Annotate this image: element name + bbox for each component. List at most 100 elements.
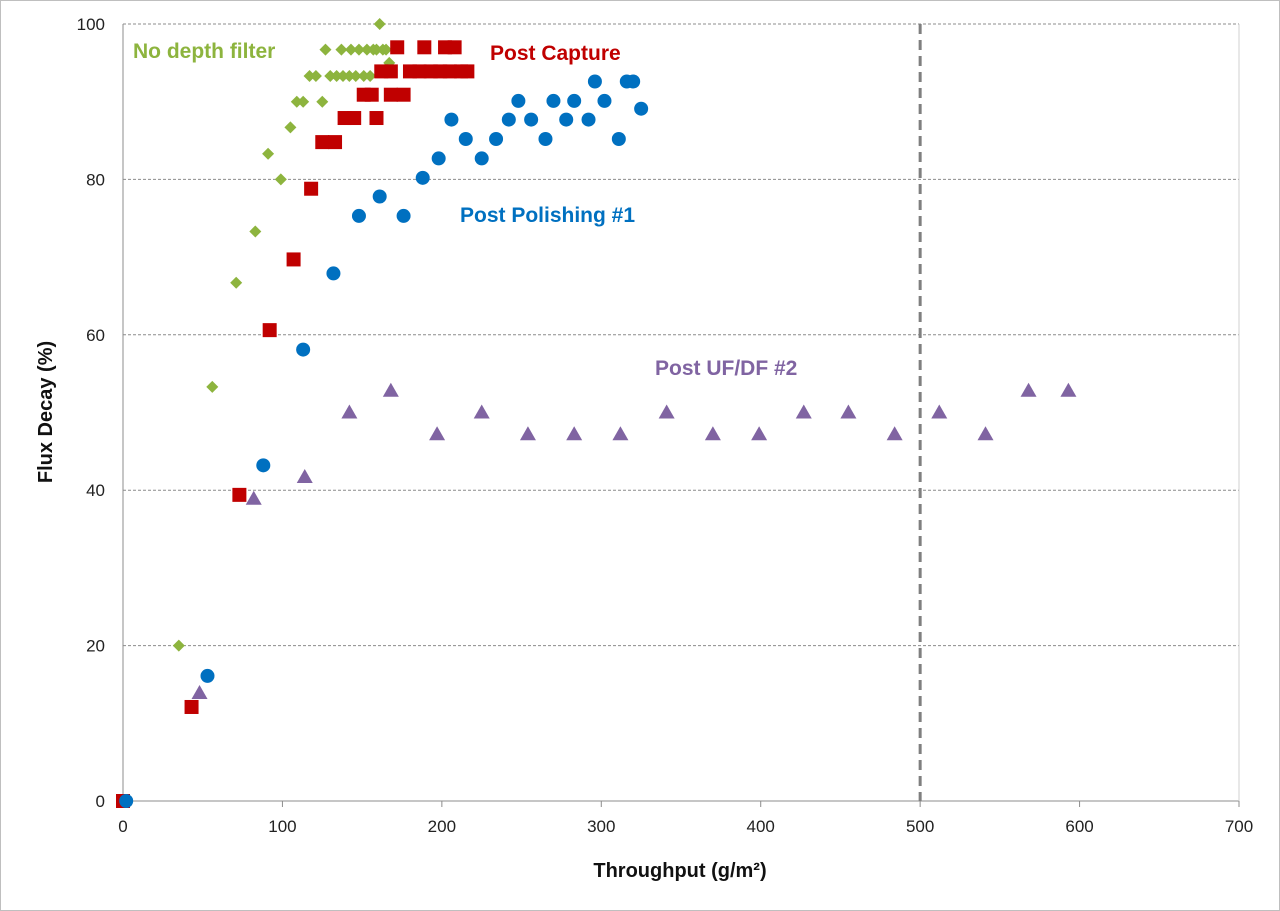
data-point-post-polishing-1	[444, 112, 459, 127]
data-point-no-depth-filter	[309, 70, 322, 83]
data-point-post-polishing-1	[511, 93, 526, 108]
y-tick-label: 40	[86, 481, 105, 500]
data-point-post-capture	[232, 487, 247, 502]
data-point-post-capture	[364, 87, 379, 102]
data-point-no-depth-filter	[344, 43, 357, 56]
data-point-post-uf-df-2	[296, 468, 313, 483]
data-point-no-depth-filter	[249, 225, 262, 238]
data-point-post-uf-df-2	[566, 426, 583, 441]
data-point-post-polishing-1	[396, 208, 411, 223]
data-point-post-polishing-1	[559, 112, 574, 127]
data-point-post-capture	[412, 64, 427, 79]
data-point-post-polishing-1	[415, 170, 430, 185]
data-point-no-depth-filter	[337, 70, 350, 83]
data-point-post-uf-df-2	[473, 404, 490, 419]
data-point-post-capture	[262, 323, 277, 338]
data-point-post-polishing-1	[611, 131, 626, 146]
data-point-no-depth-filter	[319, 43, 332, 56]
data-point-post-uf-df-2	[704, 426, 721, 441]
x-tick-label: 400	[747, 817, 775, 836]
data-point-post-uf-df-2	[1060, 382, 1077, 397]
data-point-post-uf-df-2	[658, 404, 675, 419]
series-label-post-capture: Post Capture	[490, 42, 621, 65]
data-point-post-capture	[417, 40, 432, 55]
data-point-no-depth-filter	[335, 43, 348, 56]
data-point-post-polishing-1	[431, 151, 446, 166]
data-point-no-depth-filter	[284, 121, 297, 134]
data-point-post-polishing-1	[546, 93, 561, 108]
data-point-post-capture	[442, 64, 457, 79]
data-point-no-depth-filter	[230, 276, 243, 289]
x-tick-label: 500	[906, 817, 934, 836]
data-point-post-capture	[447, 40, 462, 55]
x-tick-label: 100	[268, 817, 296, 836]
data-point-no-depth-filter	[349, 70, 362, 83]
axes: 0 20 40 60 80 100 0 100 200 300 400 500 600 700	[77, 15, 1254, 836]
data-point-no-depth-filter	[172, 639, 185, 652]
data-point-post-polishing-1	[626, 74, 641, 89]
data-point-post-capture	[315, 135, 330, 150]
data-point-post-polishing-1	[200, 668, 215, 683]
data-point-no-depth-filter	[343, 70, 356, 83]
y-axis-title: Flux Decay (%)	[35, 341, 57, 483]
data-point-post-uf-df-2	[341, 404, 358, 419]
data-point-post-uf-df-2	[1020, 382, 1037, 397]
y-tick-label: 60	[86, 326, 105, 345]
data-point-post-polishing-1	[351, 208, 366, 223]
data-point-post-capture	[383, 87, 398, 102]
data-point-post-uf-df-2	[245, 490, 262, 505]
data-point-post-capture	[347, 111, 362, 126]
x-tick-label: 600	[1065, 817, 1093, 836]
data-point-post-uf-df-2	[795, 404, 812, 419]
data-point-post-uf-df-2	[612, 426, 629, 441]
data-point-post-capture	[184, 699, 199, 714]
data-point-no-depth-filter	[206, 380, 219, 393]
data-point-no-depth-filter	[364, 70, 377, 83]
data-point-post-capture	[383, 64, 398, 79]
data-point-post-polishing-1	[326, 266, 341, 281]
data-point-post-polishing-1	[538, 131, 553, 146]
data-point-post-polishing-1	[474, 151, 489, 166]
data-point-no-depth-filter	[360, 43, 373, 56]
data-point-post-uf-df-2	[931, 404, 948, 419]
data-point-post-capture	[369, 111, 384, 126]
series-label-no-depth-filter: No depth filter	[133, 40, 275, 63]
data-point-no-depth-filter	[352, 43, 365, 56]
data-point-post-uf-df-2	[886, 426, 903, 441]
data-points	[116, 18, 1077, 808]
x-axis-title: Throughput (g/m²)	[593, 860, 766, 882]
data-point-post-polishing-1	[634, 101, 649, 116]
data-point-post-capture	[396, 87, 411, 102]
data-point-post-polishing-1	[489, 131, 504, 146]
data-point-post-polishing-1	[119, 794, 134, 808]
data-point-post-capture	[390, 40, 405, 55]
data-point-no-depth-filter	[274, 173, 287, 186]
x-tick-label: 0	[118, 817, 127, 836]
data-point-post-uf-df-2	[191, 684, 208, 699]
data-point-post-polishing-1	[597, 93, 612, 108]
data-point-post-uf-df-2	[429, 426, 446, 441]
series-label-post-uf-df-2: Post UF/DF #2	[655, 357, 797, 380]
y-tick-label: 0	[96, 792, 105, 811]
data-point-post-capture	[460, 64, 475, 79]
data-point-post-uf-df-2	[751, 426, 768, 441]
gridlines	[123, 23, 1239, 647]
x-tick-label: 700	[1225, 817, 1253, 836]
data-point-no-depth-filter	[324, 70, 337, 83]
data-point-post-polishing-1	[501, 112, 516, 127]
data-point-post-polishing-1	[567, 93, 582, 108]
data-point-post-polishing-1	[581, 112, 596, 127]
data-point-post-uf-df-2	[519, 426, 536, 441]
data-point-no-depth-filter	[330, 70, 343, 83]
data-point-post-polishing-1	[372, 189, 387, 204]
series-label-post-polishing-1: Post Polishing #1	[460, 204, 635, 227]
data-point-post-polishing-1	[587, 74, 602, 89]
data-point-no-depth-filter	[373, 18, 386, 30]
data-point-post-polishing-1	[296, 342, 311, 357]
series-labels: No depth filter Post Capture Post Polishin…	[133, 40, 797, 380]
data-point-post-capture	[328, 135, 343, 150]
x-tick-label: 300	[587, 817, 615, 836]
data-point-post-uf-df-2	[382, 382, 399, 397]
